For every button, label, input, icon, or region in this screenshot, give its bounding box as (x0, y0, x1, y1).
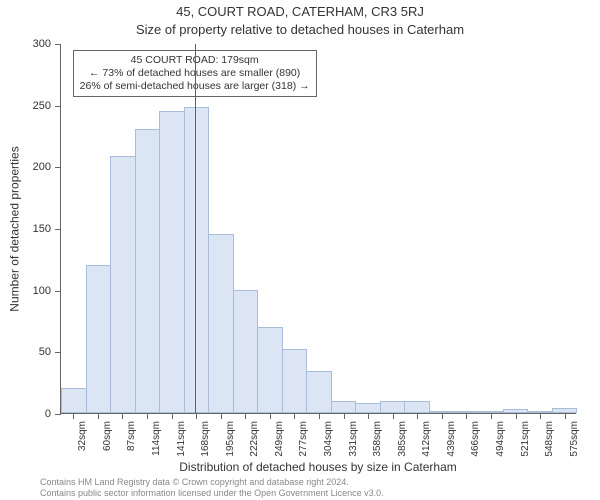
histogram-bar (355, 403, 381, 413)
x-tick-label: 304sqm (323, 421, 334, 457)
x-tick-label: 168sqm (200, 421, 211, 457)
x-tick-label: 60sqm (102, 421, 113, 451)
histogram-bar (110, 156, 136, 413)
histogram-bar (404, 401, 430, 413)
x-tick (294, 413, 295, 419)
x-tick (319, 413, 320, 419)
x-tick (368, 413, 369, 419)
y-tick-label: 150 (33, 223, 51, 235)
y-tick-label: 300 (33, 38, 51, 50)
histogram-bar (208, 234, 234, 413)
x-tick (565, 413, 566, 419)
x-tick-label: 521sqm (520, 421, 531, 457)
y-tick (55, 352, 61, 353)
x-tick-label: 385sqm (397, 421, 408, 457)
histogram-bar (233, 290, 259, 413)
histogram-bar (135, 129, 161, 413)
chart-subtitle: Size of property relative to detached ho… (0, 22, 600, 37)
histogram-bar (282, 349, 308, 413)
x-axis-label: Distribution of detached houses by size … (60, 460, 576, 474)
x-tick (98, 413, 99, 419)
histogram-bar (306, 371, 332, 413)
x-tick (245, 413, 246, 419)
y-tick (55, 291, 61, 292)
x-tick (221, 413, 222, 419)
footer-line-2: Contains public sector information licen… (40, 488, 384, 498)
y-tick (55, 106, 61, 107)
histogram-bar (159, 111, 185, 413)
histogram-bar (184, 107, 210, 413)
y-tick (55, 229, 61, 230)
chart-title: 45, COURT ROAD, CATERHAM, CR3 5RJ (0, 4, 600, 19)
x-tick-label: 87sqm (126, 421, 137, 451)
y-tick (55, 414, 61, 415)
histogram-bar (380, 401, 406, 413)
x-tick-label: 195sqm (225, 421, 236, 457)
y-tick-label: 200 (33, 161, 51, 173)
x-tick-label: 466sqm (470, 421, 481, 457)
histogram-bar (61, 388, 87, 413)
y-tick-label: 250 (33, 100, 51, 112)
x-tick-label: 331sqm (348, 421, 359, 457)
x-tick-label: 494sqm (495, 421, 506, 457)
x-tick (73, 413, 74, 419)
x-tick (393, 413, 394, 419)
x-tick (466, 413, 467, 419)
y-tick (55, 44, 61, 45)
x-tick-label: 277sqm (298, 421, 309, 457)
x-tick (196, 413, 197, 419)
y-tick-label: 50 (39, 346, 51, 358)
x-tick-label: 412sqm (421, 421, 432, 457)
x-tick (344, 413, 345, 419)
x-tick-label: 249sqm (274, 421, 285, 457)
y-axis-label: Number of detached properties (8, 44, 22, 414)
x-tick (172, 413, 173, 419)
histogram-bar (257, 327, 283, 413)
x-tick-label: 114sqm (151, 421, 162, 456)
x-tick (442, 413, 443, 419)
histogram-bar (86, 265, 112, 413)
x-tick (147, 413, 148, 419)
x-tick-label: 575sqm (569, 421, 580, 457)
x-tick (122, 413, 123, 419)
x-tick-label: 141sqm (176, 421, 187, 457)
x-tick-label: 32sqm (77, 421, 88, 451)
x-tick (417, 413, 418, 419)
chart-container: 45, COURT ROAD, CATERHAM, CR3 5RJ Size o… (0, 0, 600, 500)
x-tick (270, 413, 271, 419)
x-tick-label: 548sqm (544, 421, 555, 457)
x-tick-label: 358sqm (372, 421, 383, 457)
plot-area: 45 COURT ROAD: 179sqm ← 73% of detached … (60, 44, 576, 414)
x-tick (540, 413, 541, 419)
y-tick-label: 100 (33, 285, 51, 297)
marker-line (195, 44, 196, 413)
x-tick (516, 413, 517, 419)
bars-group (61, 44, 576, 413)
x-tick-label: 439sqm (446, 421, 457, 457)
y-tick (55, 167, 61, 168)
histogram-bar (331, 401, 357, 413)
y-tick-label: 0 (45, 408, 51, 420)
x-tick-label: 222sqm (249, 421, 260, 457)
footer-text: Contains HM Land Registry data © Crown c… (40, 477, 384, 498)
footer-line-1: Contains HM Land Registry data © Crown c… (40, 477, 384, 487)
x-tick (491, 413, 492, 419)
